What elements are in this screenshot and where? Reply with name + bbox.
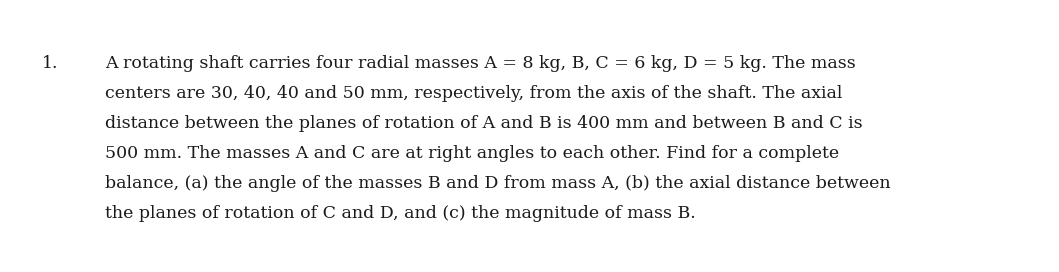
- Text: distance between the planes of rotation of A and B is 400 mm and between B and C: distance between the planes of rotation …: [105, 115, 863, 132]
- Text: balance, (a) the angle of the masses B and D from mass A, (b) the axial distance: balance, (a) the angle of the masses B a…: [105, 175, 891, 192]
- Text: centers are 30, 40, 40 and 50 mm, respectively, from the axis of the shaft. The : centers are 30, 40, 40 and 50 mm, respec…: [105, 85, 842, 102]
- Text: 500 mm. The masses A and C are at right angles to each other. Find for a complet: 500 mm. The masses A and C are at right …: [105, 145, 839, 162]
- Text: the planes of rotation of C and D, and (c) the magnitude of mass B.: the planes of rotation of C and D, and (…: [105, 205, 696, 222]
- Text: 1.: 1.: [42, 55, 58, 72]
- Text: A rotating shaft carries four radial masses A = 8 kg, B, C = 6 kg, D = 5 kg. The: A rotating shaft carries four radial mas…: [105, 55, 856, 72]
